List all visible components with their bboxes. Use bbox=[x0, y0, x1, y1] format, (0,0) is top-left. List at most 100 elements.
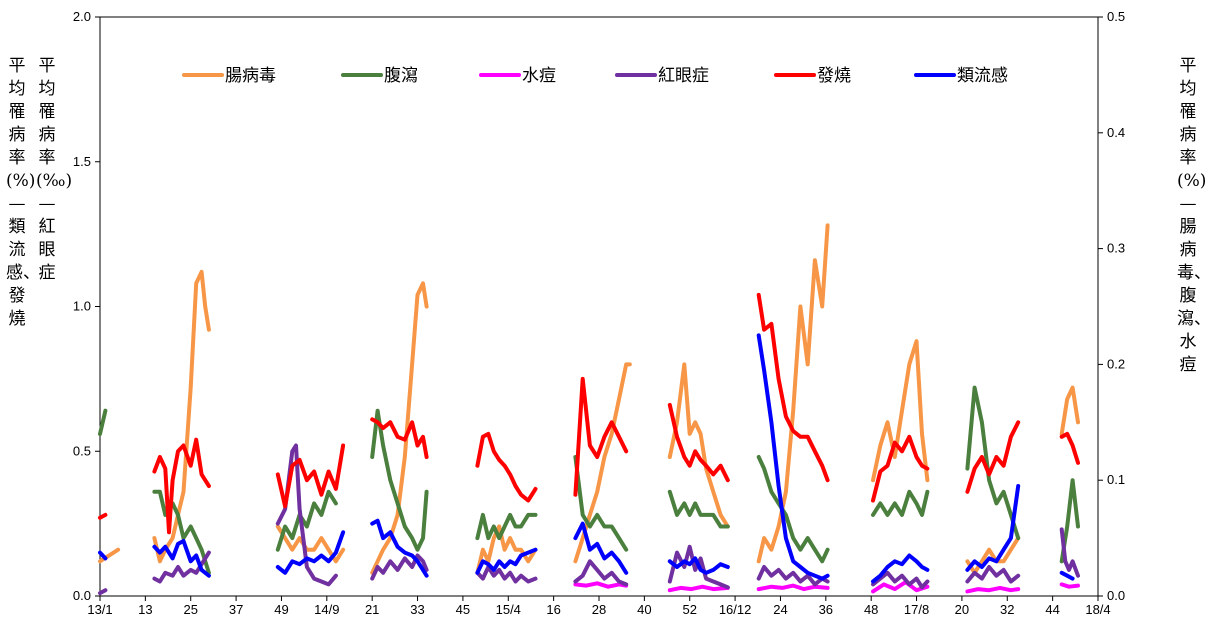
series-line-segment bbox=[275, 443, 338, 587]
x-tick-label: 21 bbox=[365, 602, 379, 617]
legend: 腸病毒 腹瀉 水痘 紅眼症 發燒 類流感 bbox=[182, 66, 1008, 86]
x-tick-label: 18/4 bbox=[1085, 602, 1110, 617]
x-tick-label: 36 bbox=[819, 602, 833, 617]
x-tick-label: 28 bbox=[592, 602, 606, 617]
right-tick-label: 0.0 bbox=[1107, 588, 1125, 603]
x-tick-label: 17/8 bbox=[904, 602, 929, 617]
right-tick-label: 0.2 bbox=[1107, 356, 1125, 371]
x-tick-label: 16 bbox=[546, 602, 560, 617]
series-line-segment bbox=[370, 518, 429, 578]
series-line-segment bbox=[152, 539, 211, 578]
series-line-segment bbox=[98, 512, 108, 520]
y-axis-label-left-inner: 平均罹病率(‰)—紅眼症 bbox=[36, 56, 73, 283]
series-line-segment bbox=[275, 443, 346, 509]
series-line-segment bbox=[871, 489, 930, 517]
x-tick-label: 40 bbox=[637, 602, 651, 617]
right-tick-label: 0.1 bbox=[1107, 472, 1125, 487]
series-line-segment bbox=[152, 437, 211, 535]
series-line-segment bbox=[667, 556, 730, 575]
x-tick-label: 20 bbox=[955, 602, 969, 617]
series-line-segment bbox=[152, 550, 211, 584]
series-line-segment bbox=[1059, 527, 1080, 578]
left-tick-label: 1.0 bbox=[73, 299, 91, 314]
left-tick-label: 0.5 bbox=[73, 443, 91, 458]
legend-label: 水痘 bbox=[522, 66, 556, 86]
series-line-segment bbox=[152, 489, 211, 575]
right-tick-label: 0.4 bbox=[1107, 125, 1125, 140]
x-tick-label: 32 bbox=[1000, 602, 1014, 617]
series-line-segment bbox=[475, 547, 538, 575]
series-line-segment bbox=[370, 417, 429, 459]
series-line-segment bbox=[98, 588, 108, 596]
series-line-segment bbox=[667, 402, 730, 483]
series-line-segment bbox=[98, 408, 108, 436]
x-tick-label: 52 bbox=[682, 602, 696, 617]
series-line-segment bbox=[667, 584, 730, 593]
legend-label: 腸病毒 bbox=[225, 66, 276, 86]
legend-label: 腹瀉 bbox=[384, 66, 418, 86]
series-4 bbox=[98, 292, 1080, 535]
series-line-segment bbox=[573, 559, 629, 587]
x-tick-label: 48 bbox=[864, 602, 878, 617]
legend-label: 紅眼症 bbox=[658, 66, 709, 86]
series-line-segment bbox=[965, 585, 1021, 594]
series-line-segment bbox=[871, 339, 930, 483]
y-axis-label-right: 平均罹病率(%)—腸病毒、腹瀉、水痘 bbox=[1177, 56, 1205, 375]
left-tick-label: 0.0 bbox=[73, 588, 91, 603]
series-line-segment bbox=[152, 269, 211, 564]
series-line-segment bbox=[573, 521, 629, 575]
series-0 bbox=[98, 223, 1080, 575]
series-5 bbox=[98, 333, 1075, 584]
series-lines bbox=[98, 223, 1080, 596]
series-line-segment bbox=[667, 489, 730, 529]
x-tick-label: 15/4 bbox=[496, 602, 521, 617]
y-axis-label-left-outer: 平均罹病率(%)—類流感、發燒 bbox=[6, 56, 40, 329]
left-tick-label: 1.5 bbox=[73, 154, 91, 169]
x-tick-label: 49 bbox=[274, 602, 288, 617]
series-line-segment bbox=[756, 333, 830, 581]
series-line-segment bbox=[275, 489, 338, 552]
series-line-segment bbox=[98, 547, 121, 564]
series-line-segment bbox=[756, 223, 830, 564]
series-line-segment bbox=[965, 484, 1021, 572]
x-tick-label: 13/1 bbox=[87, 602, 112, 617]
plot-frame bbox=[99, 16, 1099, 597]
series-2 bbox=[573, 580, 1080, 594]
series-line-segment bbox=[756, 292, 830, 483]
series-line-segment bbox=[965, 565, 1021, 584]
series-line-segment bbox=[965, 385, 1021, 541]
series-line-segment bbox=[871, 553, 930, 584]
series-line-segment bbox=[475, 565, 538, 584]
x-tick-label: 13 bbox=[138, 602, 152, 617]
x-tick-label: 14/9 bbox=[314, 602, 339, 617]
series-line-segment bbox=[98, 550, 108, 561]
series-line-segment bbox=[965, 420, 1021, 494]
series-line-segment bbox=[1059, 582, 1080, 589]
series-line-segment bbox=[275, 530, 346, 575]
x-tick-label: 44 bbox=[1045, 602, 1059, 617]
series-line-segment bbox=[756, 565, 830, 587]
series-line-segment bbox=[871, 580, 930, 594]
series-line-segment bbox=[1059, 570, 1075, 581]
x-tick-label: 45 bbox=[456, 602, 470, 617]
series-line-segment bbox=[370, 281, 429, 575]
series-line-segment bbox=[667, 362, 730, 529]
x-tick-label: 33 bbox=[410, 602, 424, 617]
axes: 0.0 0.5 1.0 1.5 2.0 0.0 0.1 0.2 0.3 0.4 0.5 13/1 13 2… bbox=[73, 9, 1125, 617]
x-tick-label: 25 bbox=[183, 602, 197, 617]
series-line-segment bbox=[965, 536, 1021, 575]
x-tick-label: 37 bbox=[229, 602, 243, 617]
x-tick-label: 24 bbox=[773, 602, 787, 617]
legend-label: 發燒 bbox=[817, 66, 851, 86]
legend-label: 類流感 bbox=[957, 66, 1008, 86]
right-tick-label: 0.3 bbox=[1107, 241, 1125, 256]
series-line-segment bbox=[573, 376, 629, 497]
left-tick-label: 2.0 bbox=[73, 9, 91, 24]
series-line-segment bbox=[1059, 385, 1080, 436]
series-line-segment bbox=[1059, 431, 1080, 465]
series-line-segment bbox=[573, 581, 629, 589]
series-line-segment bbox=[475, 431, 538, 503]
series-line-segment bbox=[756, 583, 830, 592]
series-line-segment bbox=[756, 455, 830, 564]
